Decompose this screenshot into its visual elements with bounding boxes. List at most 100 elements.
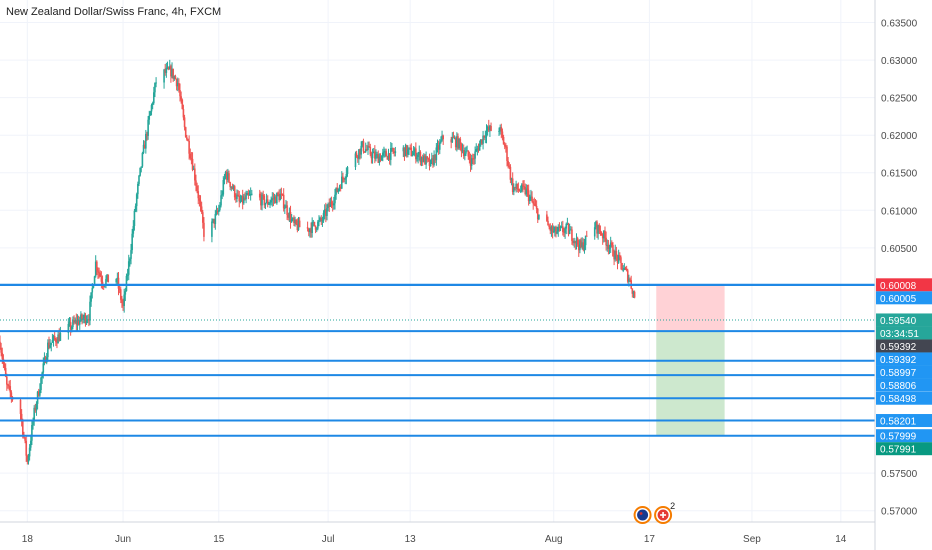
candle-body [99,273,102,277]
candle-body [567,223,570,235]
candle-body [147,119,149,136]
candle-body [413,148,416,153]
candle-body [519,190,522,192]
candle-body [565,223,568,229]
candle-body [129,258,131,262]
candle-body [572,240,574,243]
candle-body [282,194,285,209]
candle-body [509,166,512,180]
candle-body [505,146,507,148]
candle-body [378,156,381,163]
candle-body [612,245,614,257]
price-label-text: 0.60005 [880,294,917,305]
candle-body [628,279,630,282]
candle-body [57,334,59,344]
candle-body [231,186,234,189]
candle-body [297,220,300,231]
price-label-text: 0.59540 [880,316,917,327]
candle-body [39,390,41,396]
candle-body [554,226,556,232]
candle-body [52,335,55,341]
price-label-box [876,313,932,327]
candle-body [286,205,288,215]
candle-body [485,130,488,137]
candle-body [563,232,565,234]
candle-body [337,188,340,192]
candle-body [249,194,252,196]
candle-body [577,244,580,251]
candle-body [20,413,23,421]
candle-body [176,83,179,87]
position-tool[interactable] [656,284,725,436]
candle-body [298,220,301,228]
candle-body [604,230,606,238]
y-tick-label: 0.60500 [881,244,918,255]
candle-body [331,204,334,206]
candle-body [278,194,280,201]
candle-body [10,392,13,398]
candle-body [387,153,390,160]
candle-body [213,218,215,224]
candle-body [412,152,415,156]
candle-body [507,160,509,166]
event-icons[interactable]: 2 [633,501,676,524]
horizontal-lines[interactable] [0,283,875,437]
candle-body [469,160,472,166]
candle-body [77,320,80,325]
candle-body [187,139,189,142]
candle-body [195,180,197,186]
candle-body [223,177,226,181]
candle-body [248,194,251,196]
candle-body [559,226,562,228]
price-label-box [876,326,932,340]
candle-body [458,138,460,149]
candle-body [615,250,618,256]
candle-body [35,403,38,411]
candle-body [130,250,132,259]
candle-body [327,203,329,209]
candle-body [121,299,123,303]
candle-body [40,377,42,391]
candle-body [423,155,425,162]
candle-body [632,291,635,294]
candle-body [237,194,239,196]
x-tick-label: Jun [115,534,131,545]
candle-body [427,158,430,160]
candle-body [173,76,176,79]
candle-body [573,240,576,243]
candle-body [547,220,549,226]
candle-body [470,158,473,166]
candle-body [266,199,269,205]
candle-body [596,221,598,234]
candle-body [181,99,184,110]
candle-body [101,281,104,286]
candle-body [500,127,503,132]
nz-flag-icon[interactable] [633,506,652,524]
candle-body [221,194,223,196]
candle-body [140,166,143,168]
candle-body [363,151,366,153]
candle-body [416,156,418,160]
candle-body [478,143,481,151]
candle-body [506,146,508,161]
price-label-text: 0.58806 [880,381,917,392]
candle-body [336,187,339,192]
candle-body [307,228,310,232]
candle-body [48,342,50,348]
candle-body [135,194,138,207]
candle-body [531,196,533,202]
candle-body [417,154,419,157]
candle-body [355,153,358,157]
candle-body [464,153,466,157]
candle-body [31,425,33,441]
candle-body [274,196,277,204]
candle-body [484,136,487,138]
candle-body [281,193,284,195]
candle-body [224,171,227,178]
candle-body [581,242,583,247]
candle-body [388,153,391,160]
candle-body [100,276,103,282]
ch-flag-icon[interactable]: 2 [654,501,675,524]
candle-body [199,200,202,207]
